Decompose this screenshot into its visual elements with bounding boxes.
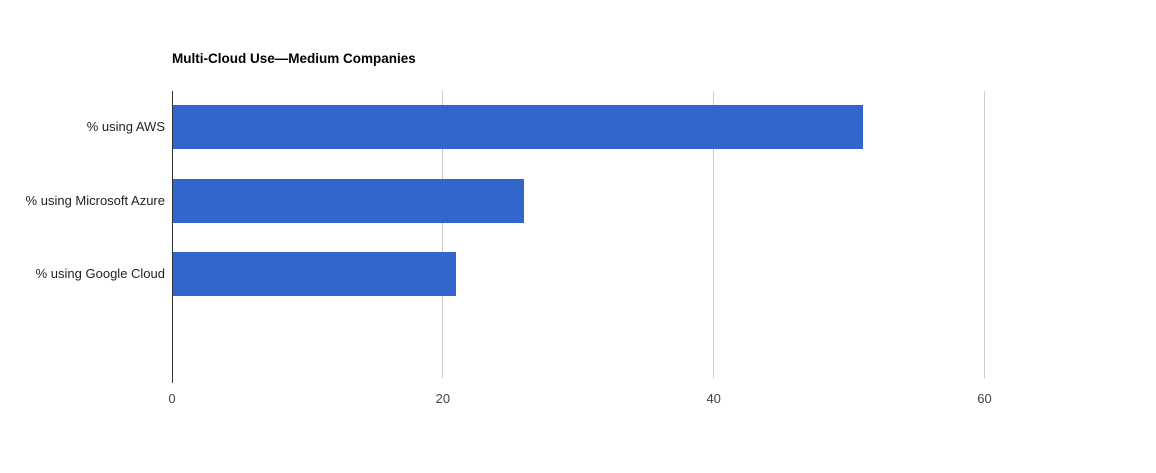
- gridline: [984, 91, 986, 378]
- x-axis-tick-label: 20: [435, 391, 451, 406]
- gridline: [713, 91, 715, 378]
- gridline: [442, 91, 444, 378]
- y-axis-label: % using Microsoft Azure: [25, 192, 165, 208]
- bar[interactable]: [173, 252, 456, 296]
- x-axis-tick-label: 40: [706, 391, 721, 406]
- y-axis-label: % using Google Cloud: [35, 266, 165, 281]
- bar[interactable]: [173, 178, 524, 223]
- x-axis-baseline: [171, 91, 173, 383]
- bar[interactable]: [173, 105, 863, 149]
- x-axis-tick-label: 60: [977, 391, 992, 406]
- x-axis-tick-label: 0: [168, 391, 176, 406]
- y-axis-label: % using AWS: [86, 119, 165, 134]
- chart-title: Multi-Cloud Use—Medium Companies: [172, 51, 416, 66]
